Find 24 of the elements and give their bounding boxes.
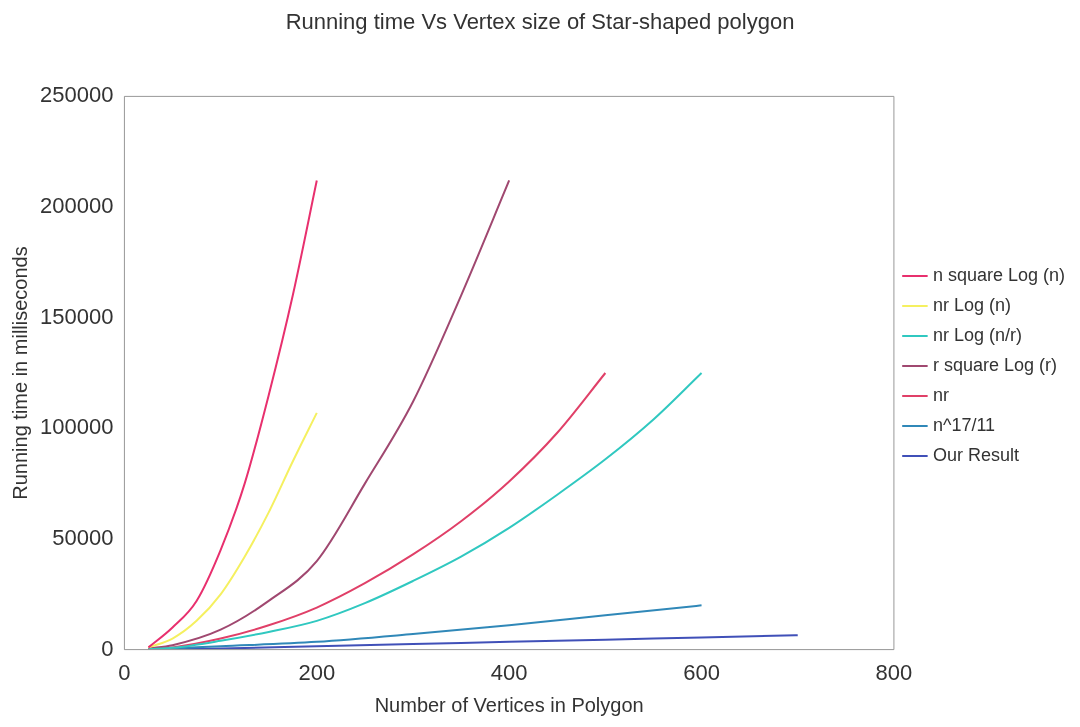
line-series <box>147 179 318 649</box>
y-tick-label: 50000 <box>52 525 114 551</box>
y-tick-label: 250000 <box>39 82 114 108</box>
line-series <box>147 372 703 650</box>
y-tick-label: 200000 <box>39 193 114 219</box>
x-axis-title: Number of Vertices in Polygon <box>374 693 644 716</box>
x-tick-label: 600 <box>683 659 720 685</box>
legend-label: r square Log (r) <box>932 354 1057 375</box>
legend-label: n^17/11 <box>932 414 996 435</box>
legend-label: nr <box>932 384 949 405</box>
x-tick-label: 800 <box>875 659 913 685</box>
legend-label: Our Result <box>932 444 1019 465</box>
x-tick-label: 400 <box>490 659 528 685</box>
y-tick-label: 150000 <box>39 303 114 329</box>
legend-label: nr Log (n) <box>932 294 1011 315</box>
y-axis-title: Running time in milliseconds <box>8 246 31 500</box>
legend-label: nr Log (n/r) <box>932 324 1022 345</box>
x-tick-label: 200 <box>298 659 336 685</box>
y-tick-label: 100000 <box>39 414 114 440</box>
x-tick-label: 0 <box>118 659 131 685</box>
legend-label: n square Log (n) <box>932 264 1066 285</box>
y-tick-label: 0 <box>101 635 114 661</box>
line-series <box>147 411 318 649</box>
chart-title: Running time Vs Vertex size of Star-shaped polygon <box>285 9 795 35</box>
